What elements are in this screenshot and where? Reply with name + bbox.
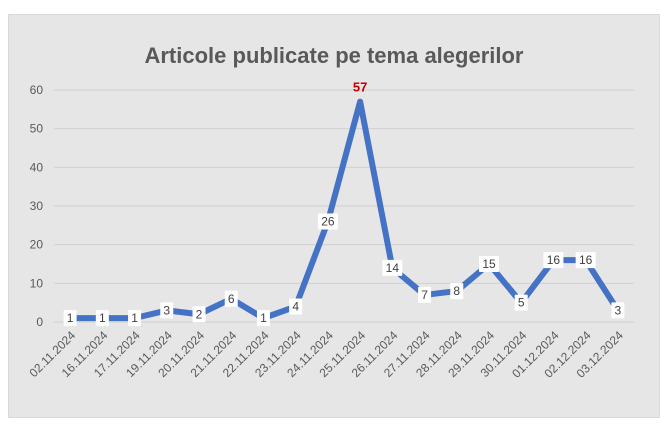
data-label: 15: [482, 257, 496, 271]
y-tick-label: 20: [30, 238, 44, 252]
y-tick-label: 60: [30, 83, 44, 97]
data-label: 8: [453, 284, 460, 298]
y-tick-label: 40: [30, 160, 44, 174]
y-tick-label: 30: [30, 199, 44, 213]
chart-title: Articole publicate pe tema alegerilor: [144, 43, 524, 68]
series-line: [67, 98, 621, 322]
data-label-box: [575, 252, 596, 269]
data-label-box: [543, 252, 564, 269]
data-label-box: [289, 298, 303, 315]
data-label: 5: [518, 296, 525, 310]
data-label-box: [192, 306, 206, 323]
data-label-box: [450, 283, 464, 300]
data-label-box: [479, 256, 499, 272]
data-label-box: [514, 294, 528, 311]
data-label-box: [160, 302, 174, 319]
data-label: 1: [260, 311, 267, 325]
data-label: 14: [386, 261, 400, 275]
data-label: 7: [421, 288, 428, 302]
data-label: 16: [547, 253, 561, 267]
chart-area: Articole publicate pe tema alegerilor 0 1…: [8, 14, 660, 418]
data-label: 2: [196, 307, 203, 321]
data-label-box: [317, 213, 338, 230]
data-label: 1: [67, 311, 74, 325]
data-label-box: [128, 310, 142, 327]
y-tick-label: 10: [30, 276, 44, 290]
data-label: 57: [353, 80, 367, 95]
data-label: 4: [292, 300, 299, 314]
data-label-box: [418, 286, 432, 303]
data-label: 3: [163, 303, 170, 317]
data-label: 1: [99, 311, 106, 325]
data-label: 1: [131, 311, 138, 325]
data-label-box: [63, 310, 77, 327]
data-label: 16: [579, 253, 593, 267]
data-label-box: [95, 310, 109, 327]
line-chart-plot: 010203040506002.11.202416.11.202417.11.2…: [26, 80, 634, 381]
data-label-box: [224, 290, 238, 307]
data-label: 6: [228, 292, 235, 306]
y-tick-label: 0: [36, 315, 43, 329]
data-label: 26: [321, 214, 335, 228]
data-label-box: [611, 302, 625, 319]
data-label-box: [256, 310, 270, 327]
y-tick-label: 50: [30, 122, 44, 136]
data-label-box: [382, 259, 403, 276]
data-label: 3: [615, 303, 622, 317]
